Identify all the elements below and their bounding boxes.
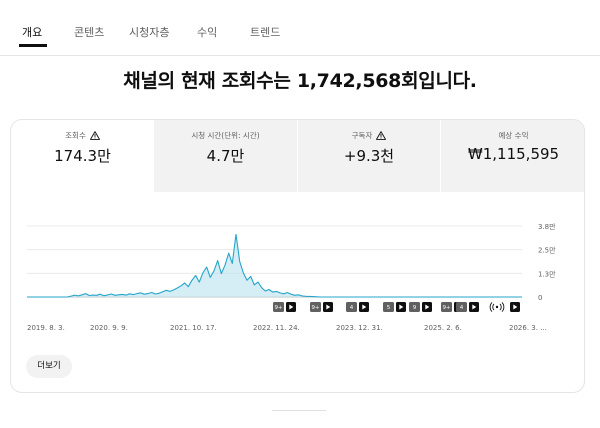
- x-tick-label: 2023. 12. 31.: [336, 324, 383, 332]
- y-tick-label: 0: [538, 294, 542, 302]
- active-tab-indicator: [19, 44, 47, 47]
- marker-badge: [310, 302, 321, 312]
- views-line[interactable]: [27, 233, 522, 298]
- tab-bar: 개요 콘텐츠 시청자층 수익 트렌드: [0, 0, 600, 56]
- tab-trends[interactable]: 트렌드: [250, 26, 281, 39]
- play-icon: [359, 302, 369, 312]
- marker-badge: [346, 302, 357, 312]
- views-chart-svg: 0 1.3만 2.5만 3.8만 9+ 9+ 4 5 9 9+ 4 2019. 8. 3. 2020…: [27, 222, 556, 332]
- analytics-card: 조회수 174.3만 시청 시간(단위: 시간) 4.7만 구독자 +9.3천 …: [10, 119, 585, 393]
- play-icon: [286, 302, 296, 312]
- metric-label-revenue: 예상 수익: [498, 131, 529, 140]
- x-tick-label: 2025. 2. 6.: [424, 324, 462, 332]
- marker-badge: [409, 302, 420, 312]
- metric-label-views: 조회수: [65, 131, 86, 140]
- marker-count: 5: [387, 305, 391, 311]
- more-button[interactable]: 더보기: [26, 355, 72, 378]
- marker-count: 4: [350, 305, 354, 311]
- x-tick-label: 2020. 9. 9.: [90, 324, 128, 332]
- marker-count: 9+: [442, 305, 450, 311]
- warning-icon: [89, 131, 100, 140]
- marker-count: 9: [413, 305, 417, 311]
- views-area: [27, 234, 522, 297]
- video-count-marker[interactable]: 4: [456, 302, 479, 312]
- scroll-indicator: [272, 410, 326, 411]
- marker-badge: [441, 302, 452, 312]
- metric-watch-time[interactable]: 시청 시간(단위: 시간) 4.7만: [154, 120, 297, 192]
- video-count-marker[interactable]: 9: [409, 302, 432, 312]
- x-tick-label: 2019. 8. 3.: [27, 324, 65, 332]
- y-tick-label: 1.3만: [538, 269, 556, 278]
- metric-tabs: 조회수 174.3만 시청 시간(단위: 시간) 4.7만 구독자 +9.3천 …: [11, 120, 584, 192]
- metric-label-subscribers: 구독자: [351, 131, 373, 140]
- tab-content[interactable]: 콘텐츠: [74, 26, 105, 39]
- y-tick-label: 3.8만: [538, 222, 556, 231]
- metric-label-watch-time: 시청 시간(단위: 시간): [191, 131, 260, 140]
- metric-value-subscribers: +9.3천: [343, 147, 395, 165]
- video-count-marker[interactable]: 5: [383, 302, 406, 312]
- tab-audience[interactable]: 시청자층: [129, 26, 170, 39]
- warning-icon: [376, 131, 387, 140]
- play-icon: [422, 302, 432, 312]
- metric-value-views: 174.3만: [54, 147, 111, 165]
- y-tick-label: 2.5만: [538, 246, 556, 255]
- marker-count: 4: [460, 305, 464, 311]
- tab-revenue[interactable]: 수익: [197, 26, 218, 39]
- play-icon: [469, 302, 479, 312]
- views-chart: 0 1.3만 2.5만 3.8만 9+ 9+ 4 5 9 9+ 4 2019. 8. 3. 2020…: [11, 208, 584, 338]
- x-tick-label: 2022. 11. 24.: [253, 324, 300, 332]
- marker-badge: [456, 302, 467, 312]
- tab-overview[interactable]: 개요: [22, 26, 43, 39]
- metric-views[interactable]: 조회수 174.3만: [11, 120, 154, 192]
- video-count-marker[interactable]: 9+: [310, 302, 333, 312]
- video-count-marker[interactable]: 9+: [273, 302, 296, 312]
- x-tick-label: 2026. 3. ...: [509, 324, 547, 332]
- metric-value-watch-time: 4.7만: [206, 147, 245, 165]
- marker-count: 9+: [274, 305, 282, 311]
- metric-subscribers[interactable]: 구독자 +9.3천: [297, 120, 440, 192]
- marker-badge: [383, 302, 394, 312]
- marker-count: 9+: [311, 305, 319, 311]
- play-glyph: [513, 304, 518, 310]
- broadcast-icon[interactable]: [489, 302, 505, 312]
- play-icon: [396, 302, 406, 312]
- x-tick-label: 2021. 10. 17.: [170, 324, 217, 332]
- metric-value-revenue: ₩1,115,595: [467, 145, 560, 163]
- metric-revenue[interactable]: 예상 수익 ₩1,115,595: [440, 120, 584, 192]
- play-icon: [323, 302, 333, 312]
- page-headline: 채널의 현재 조회수는 1,742,568회입니다.: [123, 70, 477, 92]
- marker-badge: [273, 302, 284, 312]
- video-count-marker[interactable]: 4: [346, 302, 369, 312]
